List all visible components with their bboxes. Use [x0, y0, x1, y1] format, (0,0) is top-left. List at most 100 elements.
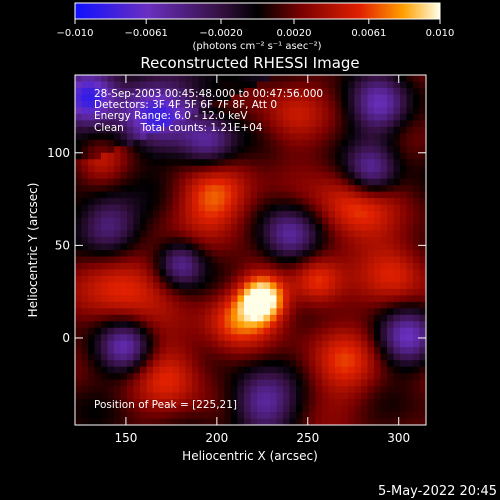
heatmap-cell	[107, 262, 115, 271]
heatmap-cell	[309, 133, 317, 141]
heatmap-cell	[419, 204, 426, 212]
heatmap-cell	[315, 262, 323, 271]
heatmap-cell	[133, 87, 141, 96]
heatmap-cell	[205, 185, 213, 193]
heatmap-cell	[270, 172, 278, 180]
heatmap-cell	[354, 308, 362, 316]
heatmap-cell	[348, 113, 356, 121]
heatmap-cell	[283, 282, 291, 290]
heatmap-cell	[166, 94, 174, 102]
heatmap-cell	[198, 314, 206, 322]
heatmap-cell	[419, 412, 426, 420]
heatmap-cell	[328, 107, 336, 115]
heatmap-cell	[211, 204, 219, 212]
heatmap-cell	[159, 243, 167, 251]
heatmap-cell	[218, 392, 226, 400]
heatmap-cell	[328, 373, 336, 381]
heatmap-cell	[406, 327, 414, 335]
heatmap-cell	[419, 152, 426, 160]
heatmap-cell	[88, 334, 96, 342]
heatmap-cell	[172, 321, 180, 329]
heatmap-cell	[276, 217, 284, 225]
heatmap-cell	[393, 282, 401, 290]
heatmap-cell	[172, 75, 180, 83]
heatmap-cell	[88, 217, 96, 225]
heatmap-cell	[114, 107, 122, 115]
heatmap-cell	[75, 165, 83, 173]
heatmap-cell	[400, 165, 408, 173]
heatmap-cell	[166, 314, 174, 322]
heatmap-cell	[270, 412, 278, 420]
heatmap-cell	[289, 386, 297, 394]
heatmap-cell	[328, 353, 336, 361]
heatmap-cell	[205, 347, 213, 355]
heatmap-cell	[263, 418, 271, 425]
heatmap-cell	[400, 347, 408, 355]
heatmap-cell	[81, 243, 89, 251]
heatmap-cell	[218, 327, 226, 335]
heatmap-cell	[367, 172, 375, 180]
heatmap-cell	[211, 126, 219, 134]
heatmap-cell	[302, 360, 310, 368]
heatmap-cell	[270, 230, 278, 238]
heatmap-cell	[172, 146, 180, 154]
heatmap-cell	[322, 373, 330, 381]
heatmap-cell	[348, 262, 356, 271]
heatmap-cell	[257, 87, 265, 96]
heatmap-cell	[224, 256, 232, 264]
heatmap-cell	[114, 100, 122, 109]
heatmap-cell	[179, 301, 187, 309]
heatmap-cell	[419, 392, 426, 400]
heatmap-cell	[205, 250, 213, 258]
heatmap-cell	[270, 191, 278, 199]
heatmap-cell	[166, 87, 174, 96]
heatmap-cell	[120, 405, 128, 413]
heatmap-cell	[120, 386, 128, 394]
heatmap-cell	[75, 113, 83, 121]
heatmap-cell	[114, 204, 122, 212]
heatmap-cell	[289, 217, 297, 225]
heatmap-cell	[192, 321, 200, 329]
heatmap-cell	[133, 405, 141, 413]
heatmap-cell	[380, 243, 388, 251]
heatmap-cell	[341, 75, 349, 83]
heatmap-cell	[309, 94, 317, 102]
heatmap-cell	[205, 120, 213, 128]
heatmap-cell	[114, 392, 122, 400]
heatmap-cell	[361, 340, 369, 348]
heatmap-cell	[283, 81, 291, 89]
heatmap-cell	[133, 165, 141, 173]
heatmap-cell	[335, 412, 343, 420]
heatmap-cell	[289, 405, 297, 413]
heatmap-cell	[101, 172, 109, 180]
heatmap-cell	[185, 87, 193, 96]
heatmap-cell	[341, 418, 349, 425]
heatmap-cell	[276, 113, 284, 121]
heatmap-cell	[361, 301, 369, 309]
heatmap-cell	[211, 152, 219, 160]
heatmap-cell	[211, 301, 219, 309]
heatmap-cell	[250, 366, 258, 374]
heatmap-cell	[224, 172, 232, 180]
heatmap-cell	[231, 269, 239, 277]
heatmap-cell	[400, 379, 408, 387]
heatmap-cell	[380, 217, 388, 225]
heatmap-cell	[367, 100, 375, 109]
heatmap-cell	[361, 321, 369, 329]
heatmap-cell	[153, 191, 161, 199]
heatmap-cell	[302, 172, 310, 180]
heatmap-cell	[387, 152, 395, 160]
heatmap-cell	[120, 301, 128, 309]
heatmap-cell	[159, 191, 167, 199]
heatmap-cell	[166, 392, 174, 400]
heatmap-cell	[101, 360, 109, 368]
heatmap-cell	[393, 100, 401, 109]
heatmap-cell	[380, 288, 388, 296]
heatmap-cell	[198, 100, 206, 109]
heatmap-cell	[335, 262, 343, 271]
heatmap-cell	[166, 282, 174, 290]
heatmap-cell	[224, 204, 232, 212]
heatmap-cell	[302, 120, 310, 128]
heatmap-cell	[127, 418, 135, 425]
heatmap-cell	[218, 321, 226, 329]
